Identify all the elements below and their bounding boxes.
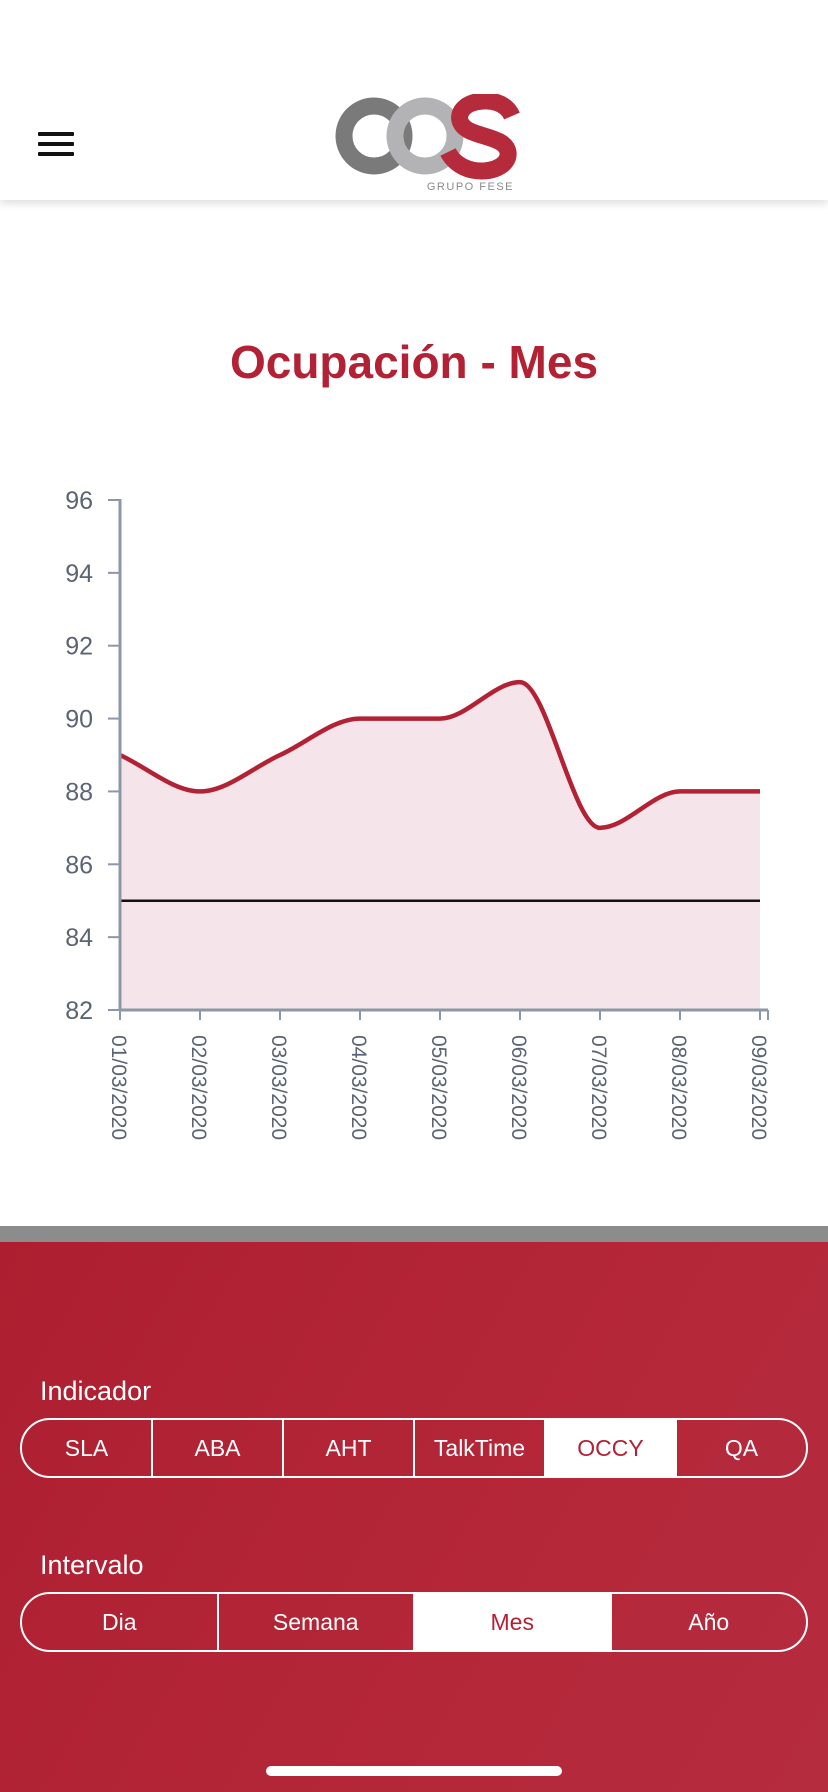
- y-tick-label: 96: [65, 487, 93, 515]
- menu-bar: [38, 132, 74, 136]
- intervalo-option-semana[interactable]: Semana: [219, 1594, 415, 1650]
- indicador-selector: SLA ABA AHT TalkTime OCCY QA: [20, 1418, 808, 1478]
- indicador-option-occy[interactable]: OCCY: [546, 1420, 677, 1476]
- filter-panel: Indicador SLA ABA AHT TalkTime OCCY QA I…: [0, 1242, 828, 1792]
- y-tick-label: 88: [65, 778, 93, 806]
- area-fill: [120, 682, 760, 1010]
- home-indicator: [266, 1766, 562, 1776]
- x-tick-label: 02/03/2020: [187, 1035, 210, 1140]
- y-tick-label: 94: [65, 560, 93, 588]
- y-tick-label: 92: [65, 633, 93, 661]
- series-line: [119, 679, 760, 831]
- logo-subtitle: GRUPO FESE: [427, 181, 514, 193]
- indicador-option-aht[interactable]: AHT: [284, 1420, 415, 1476]
- indicador-option-talktime[interactable]: TalkTime: [415, 1420, 546, 1476]
- indicador-option-aba[interactable]: ABA: [153, 1420, 284, 1476]
- hamburger-menu-icon[interactable]: [30, 124, 82, 164]
- chart-title: Ocupación - Mes: [229, 336, 599, 388]
- x-tick-label: 09/03/2020: [747, 1035, 770, 1140]
- ocs-logo: GRUPO FESE: [335, 94, 520, 193]
- app-header: GRUPO FESE: [0, 0, 828, 200]
- intervalo-label: Intervalo: [40, 1550, 144, 1580]
- menu-bar: [38, 152, 74, 156]
- indicador-label: Indicador: [40, 1376, 152, 1406]
- x-tick-label: 07/03/2020: [587, 1035, 610, 1140]
- y-tick-label: 90: [65, 706, 93, 734]
- indicador-option-sla[interactable]: SLA: [22, 1420, 153, 1476]
- intervalo-option-ano[interactable]: Año: [688, 1608, 730, 1635]
- occupancy-chart: 82 84 86 88 90 92 94 96 01/03/2020 02/03/2020 03/0…: [65, 487, 770, 1140]
- intervalo-selector: Dia Semana Mes Año: [20, 1592, 808, 1652]
- x-tick-label: 06/03/2020: [507, 1035, 530, 1140]
- x-tick-label: 04/03/2020: [347, 1035, 370, 1140]
- intervalo-option-mes[interactable]: Mes: [415, 1594, 612, 1650]
- x-tick-label: 08/03/2020: [667, 1035, 690, 1140]
- y-tick-label: 84: [65, 924, 93, 952]
- y-tick-label: 86: [65, 851, 93, 879]
- y-tick-label: 82: [65, 997, 93, 1025]
- panel-divider: [0, 1226, 828, 1242]
- intervalo-option-dia[interactable]: Dia: [22, 1594, 219, 1650]
- x-tick-label: 05/03/2020: [427, 1035, 450, 1140]
- indicador-option-qa[interactable]: QA: [724, 1434, 759, 1461]
- menu-bar: [38, 142, 74, 146]
- x-tick-label: 01/03/2020: [107, 1035, 130, 1140]
- x-tick-label: 03/03/2020: [267, 1035, 290, 1140]
